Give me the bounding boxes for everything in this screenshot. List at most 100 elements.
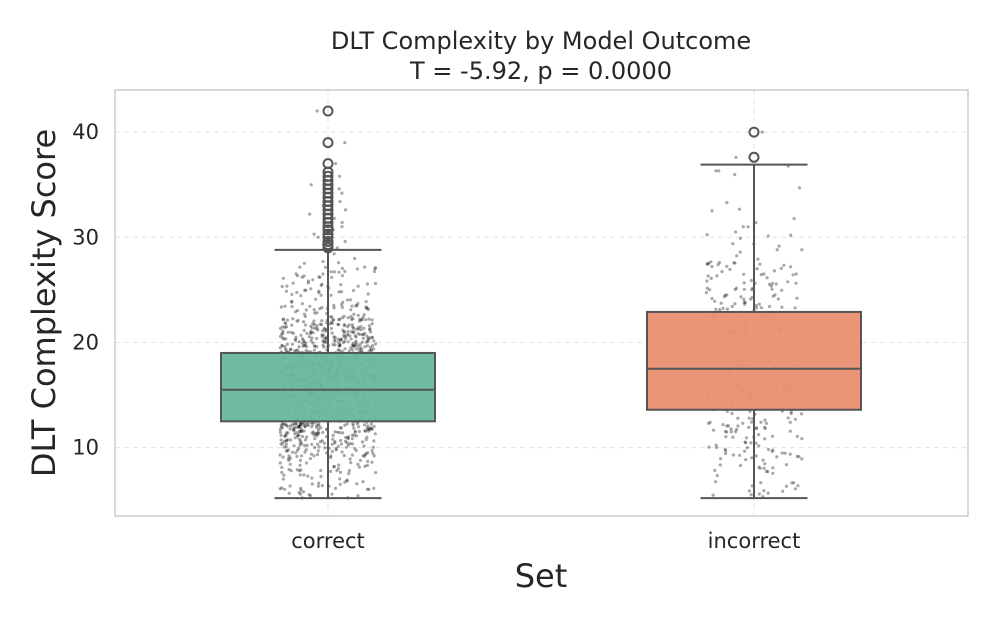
jitter-point bbox=[360, 340, 364, 344]
jitter-point bbox=[278, 487, 282, 491]
jitter-point bbox=[295, 425, 299, 429]
jitter-point bbox=[341, 300, 345, 304]
jitter-point bbox=[308, 332, 312, 336]
jitter-point bbox=[279, 425, 283, 429]
jitter-point bbox=[301, 344, 305, 348]
jitter-point bbox=[302, 429, 306, 433]
jitter-point bbox=[282, 473, 286, 477]
jitter-point bbox=[321, 339, 325, 343]
jitter-point bbox=[725, 430, 729, 434]
jitter-point bbox=[759, 273, 764, 277]
jitter-point bbox=[299, 429, 304, 433]
jitter-point bbox=[355, 327, 359, 331]
jitter-point bbox=[364, 340, 368, 344]
jitter-point bbox=[342, 314, 346, 318]
jitter-point bbox=[370, 322, 374, 326]
jitter-point bbox=[362, 444, 366, 448]
jitter-point bbox=[791, 273, 795, 277]
jitter-point bbox=[352, 330, 356, 334]
x-axis-label: Set bbox=[515, 557, 568, 595]
jitter-point bbox=[709, 260, 713, 264]
jitter-point bbox=[302, 340, 306, 344]
jitter-point bbox=[338, 343, 342, 347]
jitter-point bbox=[718, 463, 722, 467]
jitter-point bbox=[337, 317, 342, 321]
jitter-point bbox=[349, 461, 353, 465]
jitter-point bbox=[349, 308, 353, 312]
jitter-point bbox=[299, 454, 304, 458]
jitter-point bbox=[340, 220, 344, 225]
jitter-point bbox=[298, 458, 302, 462]
jitter-point bbox=[343, 439, 348, 443]
jitter-point bbox=[284, 349, 288, 353]
jitter-point bbox=[771, 294, 775, 298]
jitter-point bbox=[332, 465, 336, 469]
jitter-point bbox=[361, 480, 365, 484]
jitter-point bbox=[317, 291, 321, 295]
jitter-point bbox=[315, 326, 319, 330]
jitter-point bbox=[729, 430, 733, 434]
jitter-point bbox=[788, 452, 792, 456]
jitter-point bbox=[301, 320, 306, 324]
jitter-point bbox=[705, 233, 709, 237]
jitter-point bbox=[743, 302, 747, 306]
jitter-point bbox=[306, 474, 310, 478]
jitter-point bbox=[374, 471, 378, 475]
jitter-point bbox=[347, 472, 351, 476]
jitter-point bbox=[280, 470, 284, 475]
jitter-point bbox=[296, 434, 300, 438]
jitter-point bbox=[744, 436, 749, 440]
jitter-point bbox=[747, 425, 751, 429]
jitter-point bbox=[350, 442, 354, 446]
jitter-point bbox=[338, 431, 342, 435]
jitter-point bbox=[295, 431, 299, 435]
jitter-point bbox=[285, 438, 289, 443]
jitter-point bbox=[338, 482, 342, 486]
jitter-point bbox=[365, 334, 369, 338]
jitter-point bbox=[329, 469, 333, 473]
jitter-point bbox=[736, 416, 740, 420]
jitter-point bbox=[292, 428, 296, 432]
jitter-point bbox=[714, 480, 718, 484]
jitter-point bbox=[334, 448, 338, 452]
jitter-point bbox=[372, 347, 376, 351]
jitter-point bbox=[738, 463, 743, 468]
jitter-point bbox=[777, 244, 781, 248]
jitter-point bbox=[800, 457, 804, 461]
jitter-point bbox=[294, 272, 298, 276]
jitter-point bbox=[361, 336, 365, 340]
jitter-point bbox=[345, 422, 349, 426]
jitter-point bbox=[361, 333, 365, 337]
jitter-point bbox=[304, 349, 308, 353]
jitter-point bbox=[309, 183, 313, 187]
jitter-point bbox=[303, 450, 307, 454]
jitter-point bbox=[797, 455, 801, 459]
jitter-point bbox=[297, 424, 301, 429]
jitter-point bbox=[795, 296, 799, 300]
jitter-point bbox=[294, 335, 298, 339]
jitter-point bbox=[316, 235, 320, 239]
jitter-point bbox=[335, 246, 339, 250]
jitter-point bbox=[342, 330, 346, 334]
jitter-point bbox=[329, 270, 333, 274]
jitter-point bbox=[283, 433, 287, 438]
jitter-point bbox=[305, 345, 309, 349]
jitter-point bbox=[373, 267, 377, 271]
jitter-point bbox=[339, 438, 343, 443]
jitter-point bbox=[763, 437, 767, 441]
jitter-point bbox=[308, 212, 312, 216]
jitter-point bbox=[295, 448, 300, 452]
jitter-point bbox=[771, 471, 775, 475]
jitter-point bbox=[294, 422, 298, 426]
outlier-marker bbox=[748, 151, 760, 163]
jitter-point bbox=[300, 302, 304, 306]
jitter-point bbox=[293, 337, 298, 341]
jitter-point bbox=[341, 328, 345, 332]
jitter-point bbox=[364, 306, 369, 310]
jitter-point bbox=[299, 422, 303, 426]
jitter-point bbox=[362, 313, 366, 317]
jitter-point bbox=[357, 327, 361, 331]
jitter-point bbox=[706, 262, 710, 266]
jitter-point bbox=[332, 303, 336, 307]
outlier-marker bbox=[322, 105, 334, 117]
